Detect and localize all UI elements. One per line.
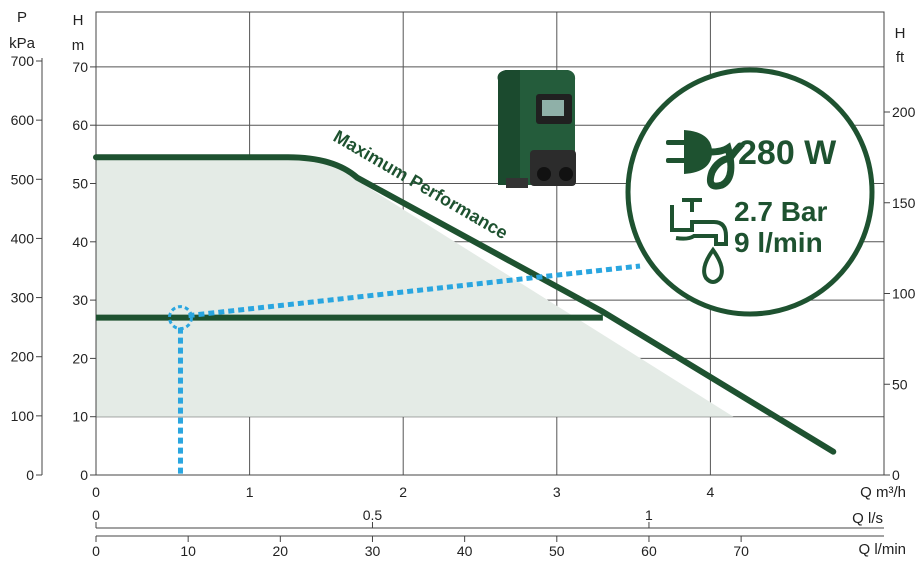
x-axis-ls-label: Q l/s — [852, 510, 883, 527]
tick-label-m3h: 3 — [553, 484, 561, 500]
m-axis-label-bottom: m — [72, 37, 85, 54]
tick-label-lmin: 10 — [180, 543, 196, 559]
tick-label-m: 10 — [72, 409, 88, 425]
tick-label-m: 0 — [80, 467, 88, 483]
m-axis-label-top: H — [73, 12, 84, 29]
faucet-icon — [670, 198, 728, 246]
tick-label-kpa: 200 — [11, 349, 35, 365]
spec-badge: 280 W 2.7 Bar 9 l/min — [625, 67, 875, 317]
y-axis-head-ft: 0 50 100 150 200 — [884, 104, 916, 483]
tick-label-m: 40 — [72, 234, 88, 250]
x-axis-flow-m3h: 0 1 2 3 4 — [92, 484, 714, 500]
spec-badge-circle — [625, 67, 875, 317]
tick-label-m: 20 — [72, 350, 88, 366]
water-drop-icon — [702, 246, 724, 284]
tick-label-lmin: 40 — [457, 543, 473, 559]
tick-label-m3h: 0 — [92, 484, 100, 500]
tick-label-lmin: 50 — [549, 543, 565, 559]
tick-label-kpa: 0 — [26, 467, 34, 483]
tick-label-lmin: 60 — [641, 543, 657, 559]
operating-point-callout-line — [188, 263, 641, 319]
tick-label-kpa: 500 — [11, 171, 35, 187]
tick-label-m3h: 1 — [246, 484, 254, 500]
series-maximum-performance — [93, 154, 837, 455]
tick-label-ft: 0 — [892, 467, 900, 483]
y-axis-head-m: 0 10 20 30 40 50 60 70 — [72, 59, 96, 483]
tick-label-lmin: 20 — [273, 543, 289, 559]
tick-label-lmin: 30 — [365, 543, 381, 559]
kpa-axis-label-top: P — [17, 9, 27, 26]
performance-area-shading — [96, 157, 734, 417]
x-axis-flow-ls: 0 0.5 1 — [92, 507, 884, 529]
ft-axis-label-bottom: ft — [896, 49, 905, 66]
x-axis-m3h-label: Q m³/h — [860, 484, 906, 501]
tick-label-ft: 200 — [892, 104, 916, 120]
tick-label-m: 60 — [72, 117, 88, 133]
x-axis-flow-lmin: 0 10 20 30 40 50 60 70 — [92, 535, 884, 559]
tick-label-m: 30 — [72, 292, 88, 308]
tick-label-kpa: 700 — [11, 53, 35, 69]
tick-label-lmin: 70 — [733, 543, 749, 559]
tick-label-ft: 150 — [892, 195, 916, 211]
tick-label-m: 50 — [72, 176, 88, 192]
tick-label-ls: 0 — [92, 507, 100, 523]
y-axis-pressure-kpa: 0 100 200 300 400 500 600 700 — [11, 53, 43, 483]
tick-label-ls: 1 — [645, 507, 653, 523]
tick-label-m3h: 4 — [707, 484, 715, 500]
power-value: 280 W — [738, 134, 837, 172]
tick-label-kpa: 400 — [11, 230, 35, 246]
kpa-axis-label-bottom: kPa — [9, 35, 36, 52]
tick-label-kpa: 600 — [11, 112, 35, 128]
ft-axis-label-top: H — [895, 25, 906, 42]
tick-label-m: 70 — [72, 59, 88, 75]
tick-label-lmin: 0 — [92, 543, 100, 559]
pump-image — [497, 70, 576, 188]
tick-label-ft: 50 — [892, 376, 908, 392]
plug-icon — [666, 130, 744, 190]
tick-label-kpa: 300 — [11, 290, 35, 306]
tick-label-ft: 100 — [892, 286, 916, 302]
tick-label-m3h: 2 — [399, 484, 407, 500]
plot-frame — [95, 11, 885, 476]
operating-point-marker — [167, 305, 193, 331]
tick-label-kpa: 100 — [11, 408, 35, 424]
flow-value: 9 l/min — [734, 227, 823, 258]
tick-label-ls: 0.5 — [363, 507, 383, 523]
x-axis-lmin-label: Q l/min — [858, 541, 906, 558]
pressure-value: 2.7 Bar — [734, 196, 827, 227]
